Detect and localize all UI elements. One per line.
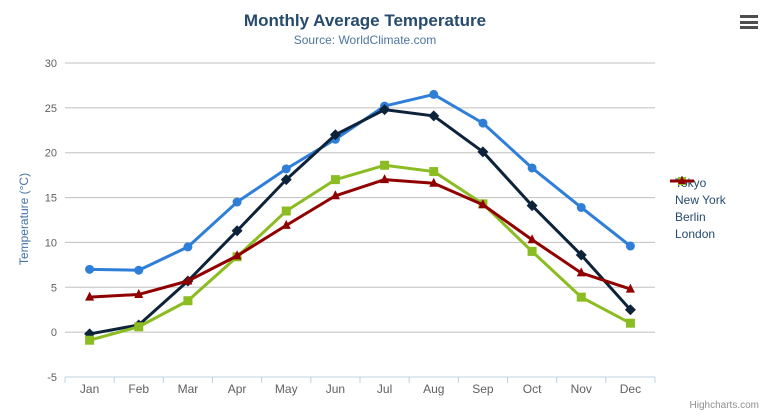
svg-text:Nov: Nov [571,382,592,396]
svg-text:Apr: Apr [228,382,247,396]
chart-title: Monthly Average Temperature [243,11,487,30]
legend-label: London [675,226,716,241]
svg-text:Jan: Jan [80,382,99,396]
svg-text:-5: -5 [47,372,57,384]
legend-item-london[interactable]: London [670,176,726,242]
svg-text:10: 10 [45,237,57,249]
svg-text:Jun: Jun [326,382,345,396]
legend-item-new-york[interactable]: New York [670,176,726,208]
triangle-legend-marker-icon [670,176,694,184]
hamburger-bar [740,15,758,18]
hamburger-bar [740,26,758,29]
svg-text:5: 5 [51,282,57,294]
svg-text:25: 25 [45,103,57,115]
svg-text:Sep: Sep [472,382,494,396]
svg-text:Aug: Aug [423,382,444,396]
credits-link[interactable]: Highcharts.com [689,400,759,411]
svg-text:Feb: Feb [128,382,149,396]
svg-text:20: 20 [45,148,57,160]
svg-text:Oct: Oct [523,382,542,396]
svg-text:May: May [275,382,298,396]
svg-text:Dec: Dec [620,382,641,396]
legend-label: New York [675,192,726,207]
chart-subtitle: Source: WorldClimate.com [293,33,437,47]
svg-text:Mar: Mar [178,382,199,396]
y-axis-title: Temperature (°C) [17,172,31,266]
svg-text:0: 0 [51,327,57,339]
svg-text:Jul: Jul [377,382,392,396]
svg-text:15: 15 [45,193,57,205]
legend-item-berlin[interactable]: Berlin [670,177,726,225]
hamburger-menu-icon[interactable] [740,15,758,29]
legend-label: Berlin [675,209,706,224]
hamburger-bar [740,20,758,24]
svg-text:30: 30 [45,58,57,70]
